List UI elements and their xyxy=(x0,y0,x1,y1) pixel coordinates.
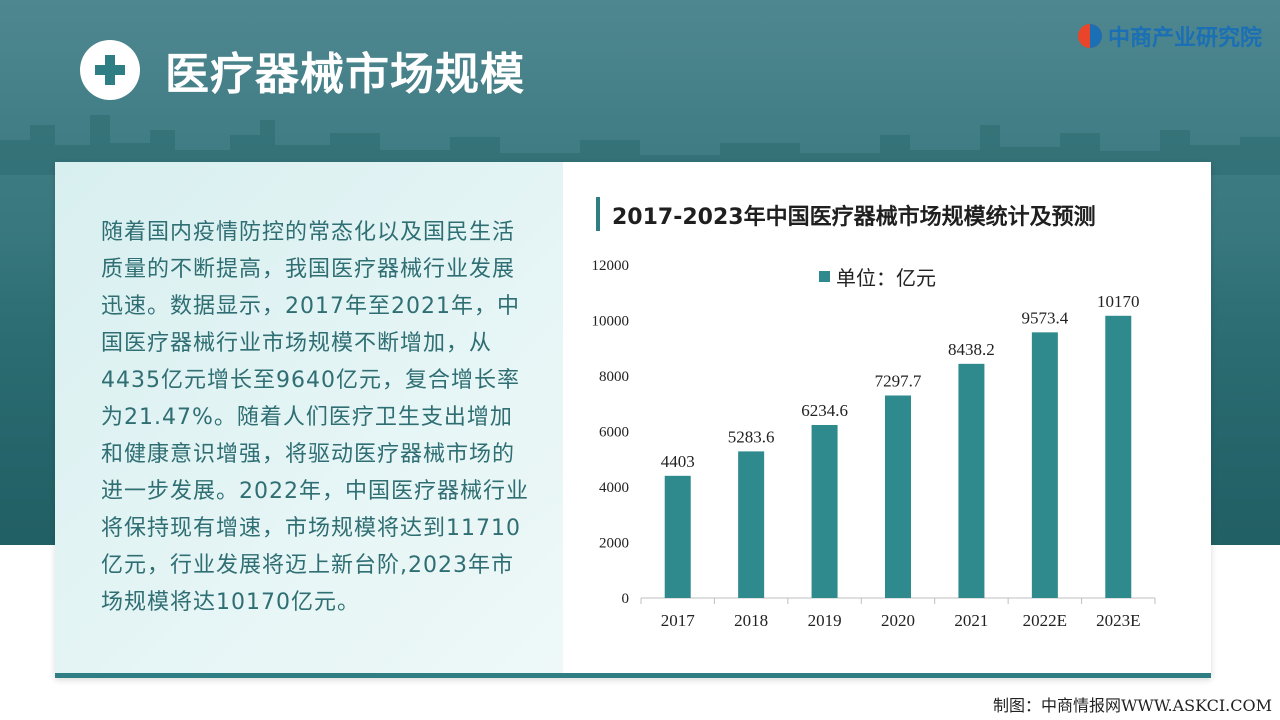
x-tick-label: 2017 xyxy=(661,611,696,630)
source-note: 制图：中商情报网WWW.ASKCI.COM xyxy=(992,696,1272,715)
bar-2018 xyxy=(738,451,765,598)
medical-cross-icon xyxy=(80,40,140,100)
bar-2019 xyxy=(811,424,838,598)
market-size-bar-chart: 0 2000 4000 6000 8000 10000 12000 4403 2017 5283.… xyxy=(592,258,1156,630)
data-label-2017: 4403 xyxy=(661,452,695,471)
chart-title-accent xyxy=(596,197,600,231)
data-label-2019: 6234.6 xyxy=(801,401,848,420)
bar-2017 xyxy=(664,475,691,598)
x-tick-label: 2021 xyxy=(954,611,988,630)
skyline-silhouette xyxy=(0,115,1280,175)
bar-2023E xyxy=(1105,315,1132,598)
y-tick-label: 8000 xyxy=(599,369,629,385)
summary-text: 随着国内疫情防控的常态化以及国民生活质量的不断提高，我国医疗器械行业发展迅速。数… xyxy=(101,220,529,615)
data-label-2018: 5283.6 xyxy=(728,427,775,446)
x-tick-label: 2023E xyxy=(1096,611,1140,630)
askci-logo-icon xyxy=(1077,24,1102,48)
brand-logo: 中商产业研究院 xyxy=(1077,20,1262,52)
card-bottom-bar xyxy=(55,673,1211,678)
bar-2022E xyxy=(1031,332,1058,598)
bar-2021 xyxy=(958,363,985,598)
x-tick-label: 2018 xyxy=(734,611,768,630)
y-tick-label: 12000 xyxy=(592,258,630,274)
y-tick-label: 4000 xyxy=(599,480,629,496)
y-tick-label: 6000 xyxy=(599,425,629,441)
legend-label: 单位：亿元 xyxy=(836,266,936,290)
x-tick-label: 2019 xyxy=(808,611,842,630)
data-label-2022E: 9573.4 xyxy=(1021,308,1068,327)
y-tick-label: 2000 xyxy=(599,536,629,552)
data-label-2023E: 10170 xyxy=(1097,292,1140,311)
y-tick-label: 0 xyxy=(622,591,630,607)
data-label-2020: 7297.7 xyxy=(875,371,922,390)
x-tick-label: 2020 xyxy=(881,611,915,630)
legend-swatch xyxy=(819,271,830,282)
data-label-2021: 8438.2 xyxy=(948,340,995,359)
text-panel xyxy=(55,162,563,673)
brand-name: 中商产业研究院 xyxy=(1107,26,1262,51)
page-title: 医疗器械市场规模 xyxy=(165,49,525,100)
chart-title: 2017-2023年中国医疗器械市场规模统计及预测 xyxy=(612,205,1096,230)
x-tick-label: 2022E xyxy=(1023,611,1067,630)
y-tick-label: 10000 xyxy=(592,314,630,330)
bar-2020 xyxy=(885,395,911,598)
